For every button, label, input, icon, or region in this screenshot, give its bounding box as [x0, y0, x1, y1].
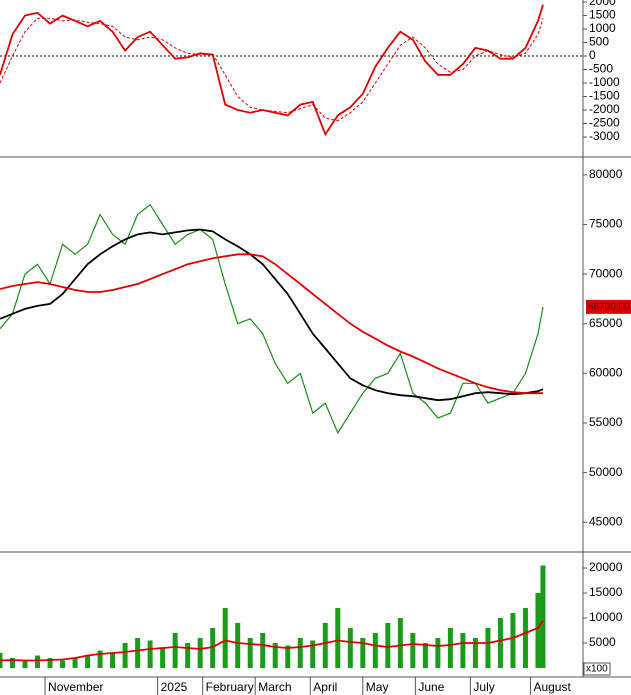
- volume-bar: [422, 643, 428, 668]
- last-price-label: 66700.00: [588, 302, 630, 313]
- last-price-box: [586, 299, 631, 314]
- volume-bar: [210, 628, 216, 668]
- y-tick-label: -3000: [589, 129, 620, 143]
- y-tick-label: 45000: [589, 514, 623, 528]
- y-tick-label: 60000: [589, 366, 623, 380]
- volume-bar: [360, 638, 366, 668]
- volume-bar: [372, 633, 378, 668]
- y-tick-label: 75000: [589, 217, 623, 231]
- volume-bar: [347, 628, 353, 668]
- unit-label: x100: [586, 664, 608, 675]
- volume-bar: [535, 593, 541, 668]
- volume-bar: [160, 648, 166, 668]
- x-tick-label: March: [258, 680, 291, 694]
- y-tick-label: 65000: [589, 316, 623, 330]
- y-tick-label: 55000: [589, 415, 623, 429]
- volume-bar: [147, 640, 153, 668]
- y-tick-label: -2500: [589, 116, 620, 130]
- volume-bar: [197, 638, 203, 668]
- volume-bar: [72, 658, 78, 668]
- x-tick-label: February: [206, 680, 254, 694]
- x-tick-label: August: [533, 680, 571, 694]
- volume-bar: [472, 638, 478, 668]
- y-tick-label: 50000: [589, 465, 623, 479]
- y-tick-label: -1500: [589, 89, 620, 103]
- volume-bar: [322, 623, 328, 668]
- volume-bar: [172, 633, 178, 668]
- volume-bar: [35, 655, 41, 668]
- y-tick-label: 15000: [589, 585, 623, 599]
- y-tick-label: 1000: [589, 21, 616, 35]
- y-tick-label: 5000: [589, 635, 616, 649]
- volume-bar: [485, 628, 491, 668]
- series-line: [0, 17, 544, 122]
- y-tick-label: -2000: [589, 102, 620, 116]
- volume-bar: [435, 638, 441, 668]
- series-line: [0, 228, 544, 402]
- volume-bar: [285, 645, 291, 668]
- y-tick-label: 80000: [589, 167, 623, 181]
- series-line: [0, 253, 543, 395]
- y-tick-label: 10000: [589, 610, 623, 624]
- y-tick-label: 70000: [589, 266, 623, 280]
- volume-bar: [260, 633, 266, 668]
- volume-bar: [22, 660, 28, 668]
- unit-box: [583, 662, 611, 676]
- volume-bar: [497, 618, 503, 668]
- volume-bar: [540, 565, 546, 668]
- y-tick-label: 0: [589, 48, 596, 62]
- y-tick-label: 20000: [589, 560, 623, 574]
- series-line: [0, 203, 544, 435]
- volume-bar: [310, 640, 316, 668]
- volume-bar: [122, 643, 128, 668]
- x-tick-label: May: [366, 680, 389, 694]
- volume-bar: [510, 613, 516, 668]
- x-tick-label: June: [418, 680, 444, 694]
- volume-bar: [335, 608, 341, 668]
- volume-bar: [247, 638, 253, 668]
- y-tick-label: -1000: [589, 75, 620, 89]
- volume-bar: [385, 623, 391, 668]
- y-tick-label: -500: [589, 62, 613, 76]
- volume-bar: [47, 658, 53, 668]
- volume-bar: [135, 638, 141, 668]
- y-tick-label: 1500: [589, 8, 616, 22]
- x-tick-label: November: [48, 680, 103, 694]
- x-tick-label: July: [473, 680, 494, 694]
- volume-bar: [222, 608, 228, 668]
- volume-bar: [60, 660, 66, 668]
- volume-bar: [460, 633, 466, 668]
- series-line: [0, 4, 544, 137]
- volume-bar: [185, 643, 191, 668]
- volume-bar: [297, 638, 303, 668]
- volume-bar: [397, 618, 403, 668]
- volume-bar: [97, 650, 103, 668]
- x-tick-label: 2025: [161, 680, 188, 694]
- volume-bar: [272, 643, 278, 668]
- x-tick-label: April: [313, 680, 337, 694]
- y-tick-label: 500: [589, 35, 609, 49]
- volume-bar: [522, 608, 528, 668]
- volume-bar: [110, 653, 116, 668]
- y-tick-label: 2000: [589, 0, 616, 8]
- volume-bar: [410, 633, 416, 668]
- series-line: [0, 620, 544, 662]
- volume-bar: [85, 655, 91, 668]
- volume-bar: [235, 623, 241, 668]
- volume-bar: [447, 628, 453, 668]
- volume-bar: [10, 658, 16, 668]
